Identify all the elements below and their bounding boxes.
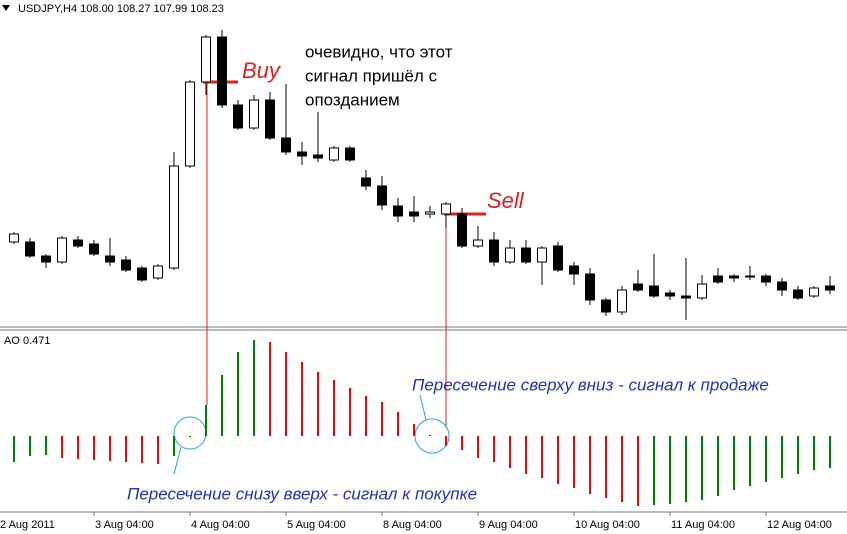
candle-body xyxy=(409,211,419,217)
candle-body xyxy=(313,154,323,159)
candle-body xyxy=(665,292,675,297)
chart-title: USDJPY,H4 108.00 108.27 107.99 108.23 xyxy=(18,3,224,15)
x-tick-label: 11 Aug 04:00 xyxy=(671,519,735,531)
candle-body xyxy=(121,259,131,271)
candle-body xyxy=(793,289,803,299)
candle-body xyxy=(249,99,259,129)
candle-body xyxy=(201,36,211,83)
candle-body xyxy=(329,147,339,161)
candle-body xyxy=(697,283,707,299)
x-tick-label: 3 Aug 04:00 xyxy=(95,519,154,531)
candle-body xyxy=(41,255,51,263)
note-line: сигнал пришёл с xyxy=(305,66,438,85)
x-tick-label: 9 Aug 04:00 xyxy=(479,519,538,531)
candle-body xyxy=(377,185,387,206)
candle-body xyxy=(265,99,275,139)
candle-body xyxy=(281,137,291,153)
candle-body xyxy=(297,151,307,157)
candle-body xyxy=(729,275,739,279)
buy-label: Buy xyxy=(242,58,282,83)
candle-body xyxy=(489,239,499,263)
candle-body xyxy=(89,243,99,255)
candle-body xyxy=(553,245,563,271)
sell-label: Sell xyxy=(487,188,525,213)
candle-body xyxy=(569,265,579,275)
x-tick-label: 2 Aug 2011 xyxy=(0,519,55,531)
candle-body xyxy=(73,239,83,247)
candle-body xyxy=(809,287,819,297)
x-tick-label: 12 Aug 04:00 xyxy=(767,519,832,531)
x-tick-label: 4 Aug 04:00 xyxy=(191,519,250,531)
candle-body xyxy=(9,233,19,243)
candle-body xyxy=(233,104,243,129)
candle-body xyxy=(105,255,115,263)
note-line: очевидно, что этот xyxy=(305,42,453,61)
candle-body xyxy=(57,237,67,263)
candle-body xyxy=(617,289,627,313)
candle-body xyxy=(649,285,659,297)
candle-body xyxy=(633,283,643,291)
candle-body xyxy=(425,211,435,215)
candle-body xyxy=(137,267,147,281)
candle-body xyxy=(441,203,451,215)
candle-body xyxy=(153,265,163,279)
x-tick-label: 5 Aug 04:00 xyxy=(287,519,346,531)
candle-body xyxy=(185,81,195,167)
sell-note: Пересечение сверху вниз - сигнал к прода… xyxy=(412,375,769,394)
candle-body xyxy=(745,275,755,278)
candle-body xyxy=(169,165,179,269)
menu-arrow xyxy=(2,5,10,11)
pointer xyxy=(173,446,182,475)
candle-body xyxy=(681,295,691,299)
candle-body xyxy=(585,273,595,301)
indicator-title: AO 0.471 xyxy=(4,335,50,347)
pointer xyxy=(419,394,427,421)
candle-body xyxy=(393,205,403,217)
candle-body xyxy=(537,247,547,263)
candle-body xyxy=(601,299,611,313)
candle-body xyxy=(25,241,35,257)
note-line: опозданием xyxy=(305,90,400,109)
candle-body xyxy=(825,285,835,291)
candle-body xyxy=(761,275,771,283)
x-tick-label: 8 Aug 04:00 xyxy=(383,519,442,531)
candle-body xyxy=(361,177,371,187)
x-tick-label: 10 Aug 04:00 xyxy=(575,519,640,531)
cross-circle xyxy=(173,416,207,450)
buy-note: Пересечение снизу вверх - сигнал к покуп… xyxy=(127,484,477,503)
candle-body xyxy=(521,247,531,263)
candle-body xyxy=(777,281,787,291)
candle-body xyxy=(345,147,355,161)
candle-body xyxy=(505,247,515,263)
cross-circle xyxy=(414,418,450,454)
candle-body xyxy=(713,275,723,283)
candle-body xyxy=(457,213,467,247)
candle-body xyxy=(473,239,483,247)
candle-body xyxy=(217,36,227,106)
